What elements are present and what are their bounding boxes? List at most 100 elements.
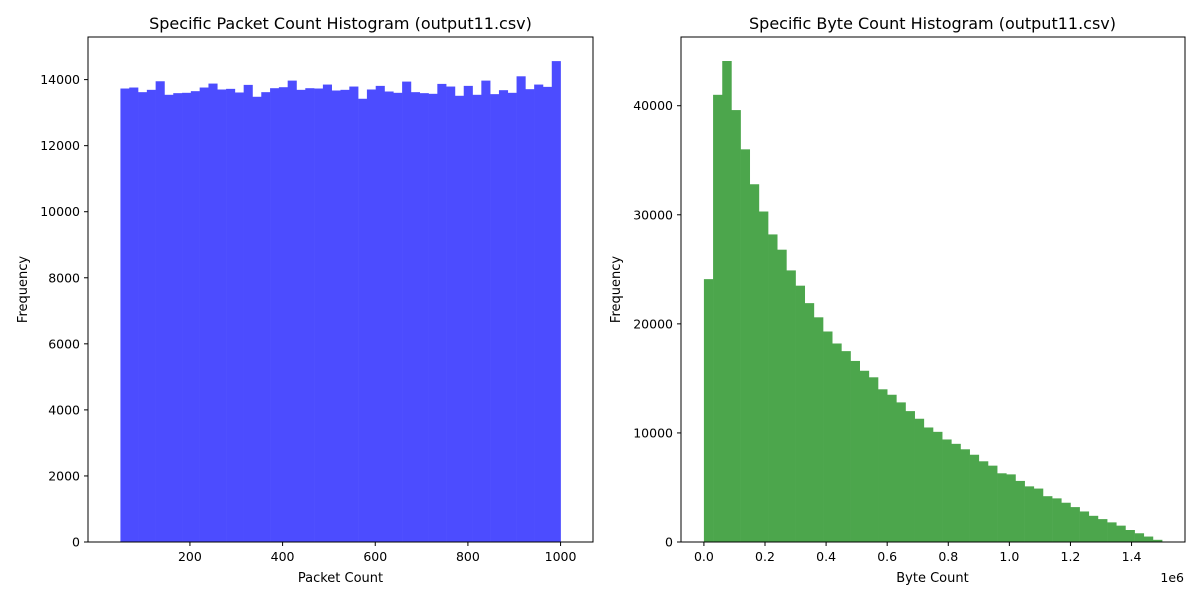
histogram-bar	[446, 86, 456, 542]
histogram-bar	[516, 76, 526, 543]
histogram-bar	[841, 351, 851, 542]
histogram-bar	[1079, 511, 1090, 542]
histogram-bar	[525, 89, 535, 543]
histogram-bar	[786, 270, 796, 542]
histogram-bar	[331, 90, 341, 542]
histogram-bar	[997, 473, 1007, 542]
histogram-bar	[129, 87, 139, 542]
histogram-bar	[969, 454, 980, 542]
x-tick-label: 600	[363, 549, 387, 564]
histogram-bar	[252, 96, 262, 542]
histogram-bar	[199, 87, 209, 542]
histogram-bar	[340, 89, 350, 542]
histogram-bar	[832, 343, 842, 542]
histogram-bar	[978, 461, 989, 542]
histogram-bar	[393, 92, 403, 542]
y-tick-label: 6000	[48, 336, 80, 351]
y-tick-label: 0	[72, 535, 80, 550]
histogram-bar	[182, 92, 192, 542]
histogram-bar	[146, 89, 156, 542]
histogram-bar	[358, 98, 368, 542]
histogram-bar	[1143, 536, 1154, 542]
x-tick-label: 400	[271, 549, 295, 564]
x-tick-label: 200	[178, 549, 202, 564]
chart-title: Specific Packet Count Histogram (output1…	[149, 14, 532, 33]
histogram-bar	[1006, 474, 1016, 542]
histogram-bar	[384, 91, 394, 542]
histogram-bar	[1052, 498, 1062, 542]
histogram-bar	[1061, 502, 1071, 542]
x-tick-label: 1.4	[1122, 549, 1142, 564]
histogram-bar	[498, 90, 509, 543]
histogram-bar	[859, 370, 870, 542]
x-tick-label: 1000	[545, 549, 577, 564]
y-tick-label: 2000	[48, 468, 80, 483]
histogram-bar	[703, 279, 714, 542]
histogram-bar	[768, 234, 778, 543]
x-axis-ticks: 200 400 600 800 1000	[178, 542, 577, 564]
histogram-bar	[226, 88, 236, 542]
y-tick-label: 14000	[40, 72, 80, 87]
histogram-bar	[463, 85, 473, 542]
histogram-bar	[419, 93, 429, 543]
y-tick-label: 4000	[48, 402, 80, 417]
histogram-bar	[731, 110, 741, 542]
histogram-bar	[481, 80, 491, 542]
histogram-bar	[490, 94, 500, 542]
y-axis-label: Frequency	[609, 256, 624, 323]
x-tick-label: 1.2	[1061, 549, 1081, 564]
histogram-bar	[208, 83, 218, 542]
histogram-bar	[243, 84, 253, 542]
histogram-bar	[987, 465, 998, 542]
histogram-bar	[933, 431, 943, 542]
histogram-bar	[850, 360, 860, 542]
histogram-bar	[234, 92, 244, 543]
x-tick-label: 0.4	[816, 549, 836, 564]
histogram-bar	[951, 443, 961, 542]
x-tick-label: 0.0	[694, 549, 714, 564]
histogram-bar	[314, 88, 324, 543]
histogram-bar	[878, 389, 888, 542]
histogram-bar	[1107, 522, 1117, 542]
histogram-bar	[749, 184, 760, 542]
histogram-bar	[375, 85, 385, 542]
y-tick-label: 40000	[633, 98, 673, 113]
x-tick-label: 0.8	[938, 549, 958, 564]
histogram-bar	[1033, 488, 1044, 542]
histogram-bar	[713, 94, 723, 542]
y-axis-ticks: 0 2000 4000 6000 8000 10000 12000 14000	[40, 72, 88, 550]
histogram-bar	[410, 92, 421, 542]
histogram-bar	[287, 80, 297, 542]
histogram-bar	[366, 89, 377, 542]
histogram-bar	[278, 87, 288, 542]
y-tick-label: 10000	[633, 425, 673, 440]
x-axis-ticks: 0.0 0.2 0.4 0.6 0.8 1.0 1.2 1.4	[694, 542, 1142, 564]
histogram-bar	[1015, 480, 1025, 542]
histogram-bar	[349, 86, 359, 542]
x-axis-label: Packet Count	[298, 571, 383, 586]
y-axis-label: Frequency	[16, 256, 31, 323]
histogram-bar	[164, 94, 174, 543]
histogram-bar	[722, 61, 732, 542]
histogram-bar	[1125, 530, 1135, 542]
histogram-bar	[120, 88, 130, 543]
x-tick-label: 0.6	[877, 549, 897, 564]
y-axis-ticks: 0 10000 20000 30000 40000	[633, 98, 681, 550]
histogram-bar	[551, 61, 561, 543]
histogram-bar	[1097, 519, 1108, 542]
plot-frame	[680, 36, 1186, 543]
histogram-bar	[1042, 496, 1053, 542]
histogram-bar	[296, 89, 306, 542]
histogram-bar	[777, 249, 787, 542]
byte-count-chart: Specific Byte Count Histogram (output11.…	[609, 14, 1186, 586]
x-tick-label: 800	[456, 549, 480, 564]
x-tick-label: 0.2	[755, 549, 775, 564]
histogram-bar	[261, 92, 271, 542]
histogram-bar	[942, 439, 952, 542]
y-tick-label: 0	[665, 535, 673, 550]
histogram-bar	[454, 95, 465, 542]
y-tick-label: 30000	[633, 207, 673, 222]
histogram-bar	[813, 317, 824, 542]
x-axis-label: Byte Count	[896, 571, 968, 586]
x-tick-label: 1.0	[999, 549, 1019, 564]
